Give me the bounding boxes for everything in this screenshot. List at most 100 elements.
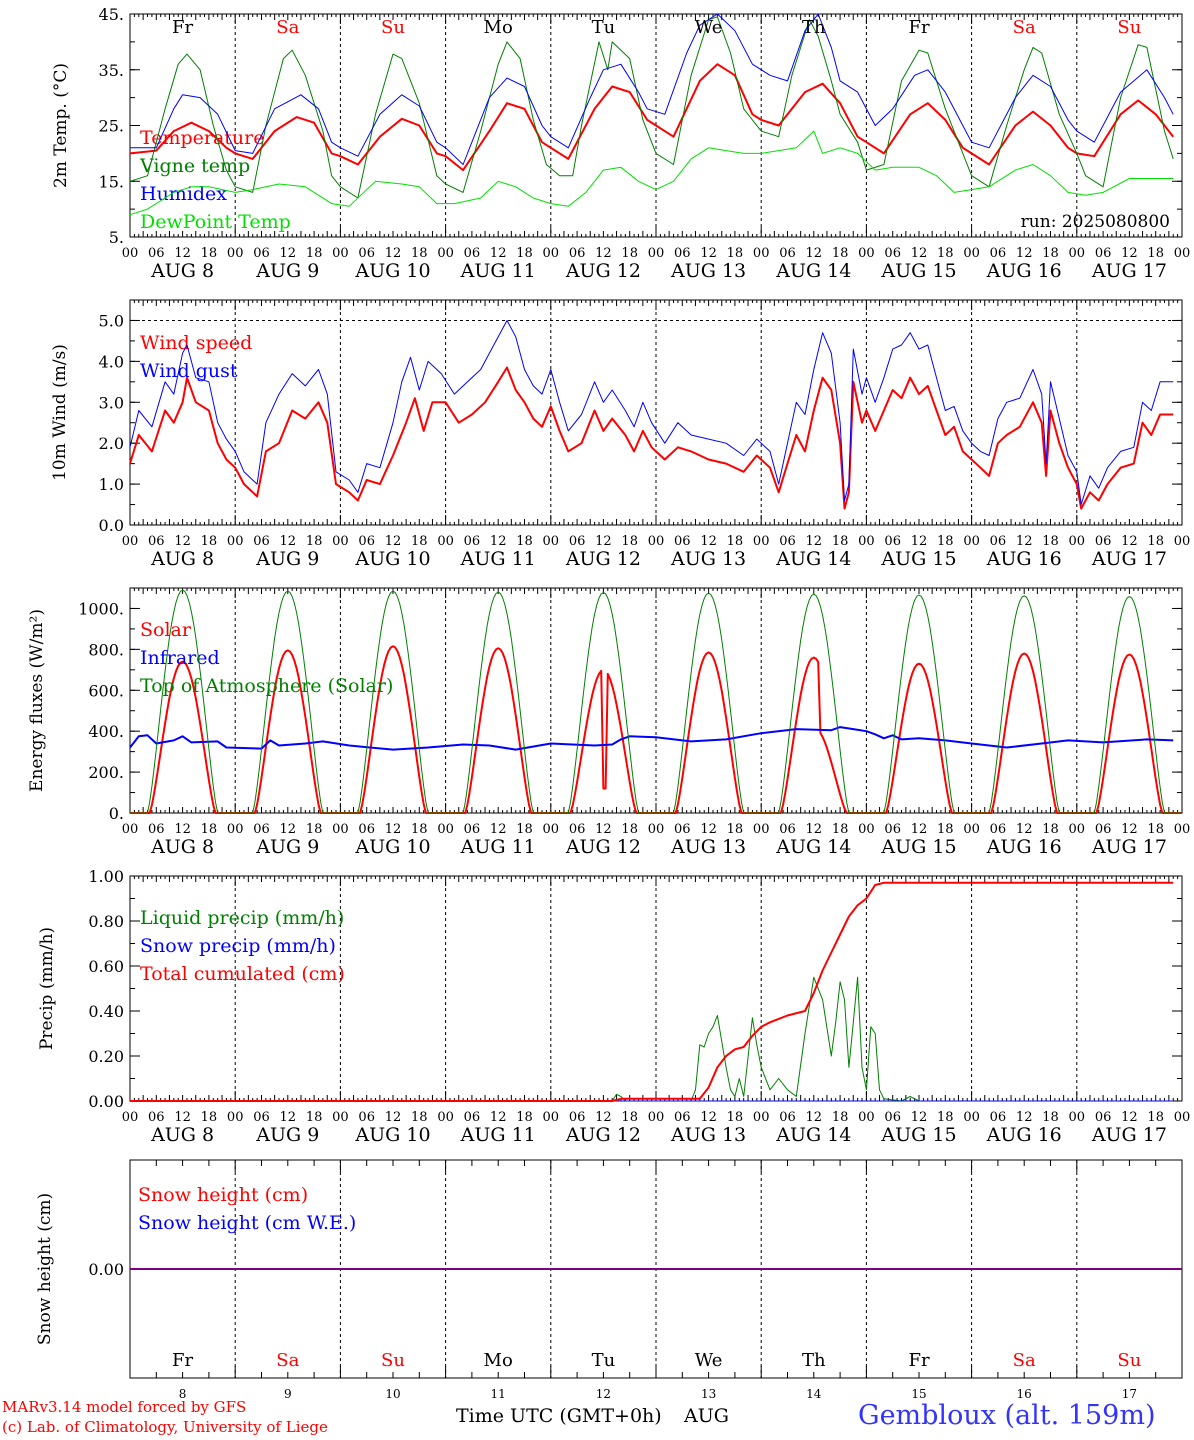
- y-tick-label: 5.: [109, 228, 124, 247]
- y-tick-label: 600.: [88, 681, 124, 700]
- x-tick-label: 18: [411, 246, 428, 261]
- day-number-label: 10: [385, 1387, 400, 1401]
- x-tick-label: 00: [753, 246, 770, 261]
- x-tick-label: 12: [280, 1110, 297, 1125]
- x-tick-label: 06: [990, 534, 1007, 549]
- x-tick-label: 12: [1121, 246, 1138, 261]
- x-tick-label: 00: [1174, 534, 1191, 549]
- y-tick-label: 5.0: [99, 311, 124, 330]
- series-line-wind-speed: [129, 366, 1174, 510]
- y-tick-label: 25.: [99, 117, 124, 136]
- x-tick-label: 00: [963, 822, 980, 837]
- y-tick-label: 2.0: [99, 434, 124, 453]
- x-tick-label: 18: [306, 822, 323, 837]
- x-tick-label: 18: [1042, 1110, 1059, 1125]
- x-tick-label: 00: [648, 1110, 665, 1125]
- date-label: AUG 16: [986, 1124, 1062, 1146]
- x-tick-label: 12: [280, 822, 297, 837]
- x-tick-label: 00: [1069, 1110, 1086, 1125]
- x-tick-label: 06: [674, 1110, 691, 1125]
- weekday-label: Tu: [592, 17, 616, 38]
- x-tick-label: 06: [464, 1110, 481, 1125]
- series-line-wind-gust: [129, 320, 1174, 505]
- lab-credit: (c) Lab. of Climatology, University of L…: [2, 1418, 328, 1436]
- x-tick-label: 18: [516, 1110, 533, 1125]
- x-tick-label: 18: [516, 822, 533, 837]
- x-tick-label: 18: [1147, 822, 1164, 837]
- date-label: AUG 17: [1091, 260, 1167, 282]
- x-tick-label: 06: [358, 1110, 375, 1125]
- day-number-label: 15: [911, 1387, 926, 1401]
- date-label: AUG 9: [255, 548, 319, 570]
- x-tick-label: 12: [806, 822, 823, 837]
- x-tick-label: 12: [1121, 1110, 1138, 1125]
- x-tick-label: 12: [490, 534, 507, 549]
- weekday-label: Su: [1117, 17, 1141, 38]
- x-tick-label: 00: [543, 534, 560, 549]
- legend-entry: DewPoint Temp: [140, 211, 291, 233]
- x-tick-label: 06: [464, 246, 481, 261]
- x-tick-label: 00: [122, 1110, 139, 1125]
- day-number-label: 12: [596, 1387, 611, 1401]
- x-tick-label: 06: [884, 822, 901, 837]
- date-label: AUG 17: [1091, 548, 1167, 570]
- weekday-label: Fr: [172, 1350, 193, 1371]
- x-tick-label: 12: [700, 534, 717, 549]
- x-tick-label: 18: [306, 534, 323, 549]
- x-tick-label: 06: [1095, 1110, 1112, 1125]
- x-tick-label: 18: [937, 246, 954, 261]
- y-axis-label: Energy fluxes (W/m²): [27, 609, 47, 792]
- legend-entry: Total cumulated (cm): [140, 963, 345, 985]
- weekday-label: Mo: [484, 17, 513, 38]
- x-tick-label: 12: [490, 246, 507, 261]
- x-tick-label: 06: [358, 534, 375, 549]
- date-label: AUG 14: [775, 260, 851, 282]
- x-tick-label: 00: [858, 246, 875, 261]
- date-label: AUG 8: [150, 260, 214, 282]
- weekday-label: Fr: [908, 1350, 929, 1371]
- x-tick-label: 18: [937, 534, 954, 549]
- x-tick-label: 00: [332, 1110, 349, 1125]
- x-tick-label: 18: [306, 1110, 323, 1125]
- x-tick-label: 18: [727, 822, 744, 837]
- date-label: AUG 9: [255, 836, 319, 858]
- legend-entry: Liquid precip (mm/h): [140, 907, 344, 929]
- x-tick-label: 06: [884, 534, 901, 549]
- x-tick-label: 06: [1095, 246, 1112, 261]
- date-label: AUG 10: [354, 1124, 430, 1146]
- y-tick-label: 800.: [88, 640, 124, 659]
- x-tick-label: 12: [700, 246, 717, 261]
- x-tick-label: 06: [148, 246, 165, 261]
- panel-frame-wind: [129, 299, 1183, 526]
- x-tick-label: 18: [411, 534, 428, 549]
- day-number-label: 8: [179, 1387, 187, 1401]
- x-tick-label: 00: [1174, 1110, 1191, 1125]
- x-tick-label: 12: [806, 1110, 823, 1125]
- date-label: AUG 14: [775, 1124, 851, 1146]
- date-label: AUG 8: [150, 1124, 214, 1146]
- y-axis-label: 2m Temp. (°C): [51, 63, 71, 188]
- x-tick-label: 12: [280, 246, 297, 261]
- x-tick-label: 00: [858, 1110, 875, 1125]
- y-tick-label: 45.: [99, 5, 124, 24]
- x-tick-label: 00: [332, 534, 349, 549]
- x-tick-label: 06: [148, 822, 165, 837]
- x-tick-label: 12: [911, 534, 928, 549]
- weekday-label: Sa: [276, 17, 299, 38]
- x-tick-label: 18: [1042, 534, 1059, 549]
- x-tick-label: 00: [753, 534, 770, 549]
- x-tick-label: 12: [1016, 822, 1033, 837]
- weekday-label: Th: [802, 1350, 826, 1371]
- date-label: AUG 8: [150, 548, 214, 570]
- model-credit: MARv3.14 model forced by GFS: [2, 1398, 247, 1416]
- x-tick-label: 00: [1069, 822, 1086, 837]
- x-tick-label: 18: [201, 246, 218, 261]
- date-label: AUG 13: [670, 260, 746, 282]
- x-tick-label: 00: [753, 1110, 770, 1125]
- x-tick-label: 00: [122, 534, 139, 549]
- date-label: AUG 14: [775, 548, 851, 570]
- y-tick-label: 0.00: [88, 1092, 124, 1111]
- series-line-top-of-atmosphere-solar-: [130, 589, 1182, 814]
- date-label: AUG 13: [670, 836, 746, 858]
